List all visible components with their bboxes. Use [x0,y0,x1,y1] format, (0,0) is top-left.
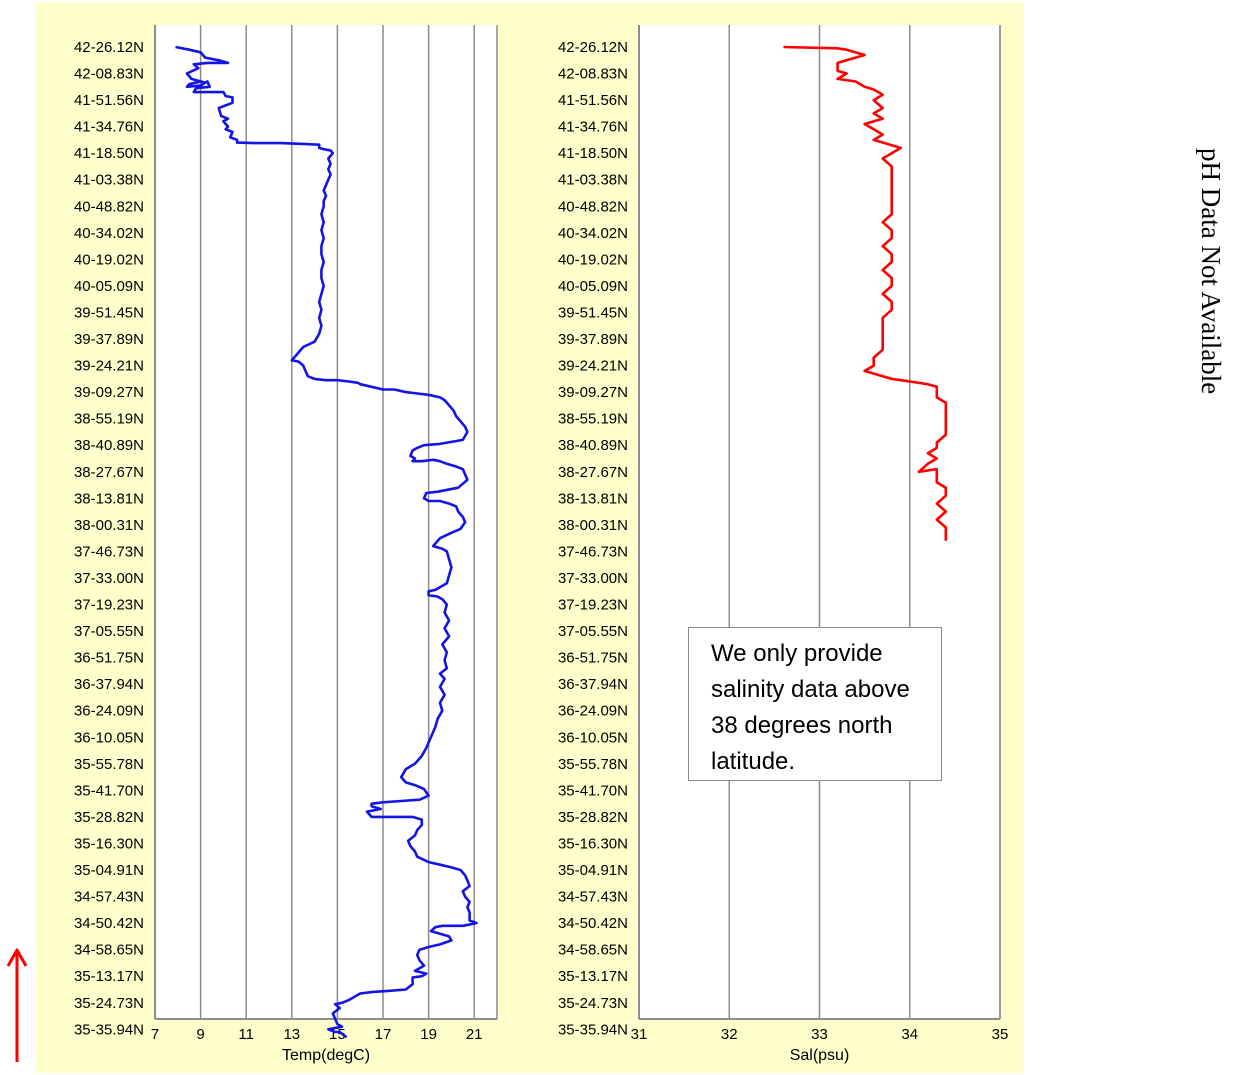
sal-y-tick-label: 39-37.89N [558,331,628,348]
sal-y-tick-label: 35-28.82N [558,809,628,826]
temp-y-tick-label: 42-08.83N [74,66,144,83]
temp-y-tick-label: 40-48.82N [74,198,144,215]
salinity-note-box: We only provide salinity data above 38 d… [688,627,942,781]
temp-y-tick-label: 34-57.43N [74,889,144,906]
sal-y-tick-label: 36-10.05N [558,729,628,746]
sal-x-tick-label: 33 [811,1026,828,1043]
temp-y-tick-label: 40-19.02N [74,251,144,268]
temp-y-tick-label: 37-46.73N [74,543,144,560]
temp-y-tick-label: 41-51.56N [74,92,144,109]
sal-y-tick-label: 38-55.19N [558,411,628,428]
sal-y-tick-label: 38-27.67N [558,464,628,481]
sal-y-tick-label: 41-03.38N [558,172,628,189]
temp-y-tick-label: 40-05.09N [74,278,144,295]
temp-y-tick-label: 38-13.81N [74,490,144,507]
sal-y-tick-label: 39-09.27N [558,384,628,401]
temp-x-tick-label: 21 [466,1026,483,1043]
sal-y-tick-label: 35-35.94N [558,1021,628,1038]
temp-y-tick-label: 37-33.00N [74,570,144,587]
temp-y-tick-label: 39-51.45N [74,304,144,321]
temp-y-tick-label: 34-50.42N [74,915,144,932]
sal-x-axis-title: Sal(psu) [790,1047,850,1064]
temp-y-tick-label: 35-55.78N [74,756,144,773]
sal-y-tick-label: 37-05.55N [558,623,628,640]
temp-y-tick-label: 35-41.70N [74,782,144,799]
temp-y-tick-label: 38-00.31N [74,517,144,534]
sal-y-tick-label: 35-55.78N [558,756,628,773]
sal-y-tick-label: 35-16.30N [558,835,628,852]
sal-series-line [783,45,948,541]
temp-y-tick-label: 35-35.94N [74,1021,144,1038]
sal-y-tick-label: 40-48.82N [558,198,628,215]
ph-unavailable-label: pH Data Not Available [1196,148,1226,395]
sal-y-tick-label: 41-18.50N [558,145,628,162]
sal-x-tick-label: 31 [631,1026,648,1043]
ph-note: pH Data Not Available [1195,148,1250,448]
sal-y-tick-label: 36-24.09N [558,703,628,720]
salinity-note-text: We only provide salinity data above 38 d… [711,640,910,775]
temp-x-tick-label: 7 [151,1026,159,1043]
temp-y-tick-label: 34-58.65N [74,942,144,959]
temp-y-tick-label: 38-55.19N [74,411,144,428]
temp-y-tick-label: 41-18.50N [74,145,144,162]
sal-y-tick-label: 38-00.31N [558,517,628,534]
sal-y-tick-label: 37-46.73N [558,543,628,560]
temp-y-tick-label: 35-28.82N [74,809,144,826]
temp-y-tick-label: 39-24.21N [74,358,144,375]
sal-y-tick-label: 37-33.00N [558,570,628,587]
sal-y-tick-label: 41-34.76N [558,119,628,136]
sal-y-tick-label: 34-58.65N [558,942,628,959]
temp-x-tick-label: 11 [238,1026,254,1043]
sal-y-tick-label: 37-19.23N [558,597,628,614]
temp-y-tick-label: 42-26.12N [74,39,144,56]
temp-y-tick-label: 35-16.30N [74,835,144,852]
temp-y-tick-label: 36-51.75N [74,650,144,667]
temp-x-tick-label: 9 [196,1026,204,1043]
temp-y-tick-label: 35-24.73N [74,995,144,1012]
temp-y-tick-label: 37-19.23N [74,597,144,614]
sal-y-tick-label: 35-24.73N [558,995,628,1012]
sal-y-tick-label: 39-51.45N [558,304,628,321]
sal-x-tick-label: 34 [901,1026,918,1043]
temp-y-tick-label: 41-03.38N [74,172,144,189]
sal-y-tick-label: 41-51.56N [558,92,628,109]
temp-y-tick-label: 35-04.91N [74,862,144,879]
temp-x-tick-label: 13 [283,1026,300,1043]
temp-y-tick-label: 36-10.05N [74,729,144,746]
sal-y-tick-label: 34-50.42N [558,915,628,932]
sal-y-tick-label: 36-51.75N [558,650,628,667]
temp-y-tick-label: 38-40.89N [74,437,144,454]
temp-y-tick-label: 39-09.27N [74,384,144,401]
temp-y-tick-label: 40-34.02N [74,225,144,242]
sal-y-tick-label: 42-08.83N [558,66,628,83]
sal-y-tick-label: 35-13.17N [558,968,628,985]
temp-y-tick-label: 36-37.94N [74,676,144,693]
temp-plot-area [155,25,497,1019]
sal-y-tick-label: 38-13.81N [558,490,628,507]
temp-y-tick-label: 38-27.67N [74,464,144,481]
sal-y-tick-label: 34-57.43N [558,889,628,906]
sal-y-tick-label: 42-26.12N [558,39,628,56]
temp-y-tick-label: 41-34.76N [74,119,144,136]
sal-y-tick-label: 35-41.70N [558,782,628,799]
sal-y-tick-label: 38-40.89N [558,437,628,454]
sal-y-tick-label: 40-34.02N [558,225,628,242]
up-arrow-head [6,948,28,967]
temp-y-tick-label: 39-37.89N [74,331,144,348]
temp-y-tick-label: 37-05.55N [74,623,144,640]
temp-x-tick-label: 19 [420,1026,437,1043]
temp-x-axis-title: Temp(degC) [282,1047,370,1064]
sal-y-tick-label: 36-37.94N [558,676,628,693]
temp-x-tick-label: 17 [375,1026,392,1043]
sal-x-tick-label: 35 [992,1026,1009,1043]
temp-series-line [175,45,478,1039]
sal-y-tick-label: 35-04.91N [558,862,628,879]
temp-y-tick-label: 35-13.17N [74,968,144,985]
sal-x-tick-label: 32 [721,1026,738,1043]
sal-y-tick-label: 40-05.09N [558,278,628,295]
sal-y-tick-label: 40-19.02N [558,251,628,268]
sal-y-tick-label: 39-24.21N [558,358,628,375]
temp-y-tick-label: 36-24.09N [74,703,144,720]
